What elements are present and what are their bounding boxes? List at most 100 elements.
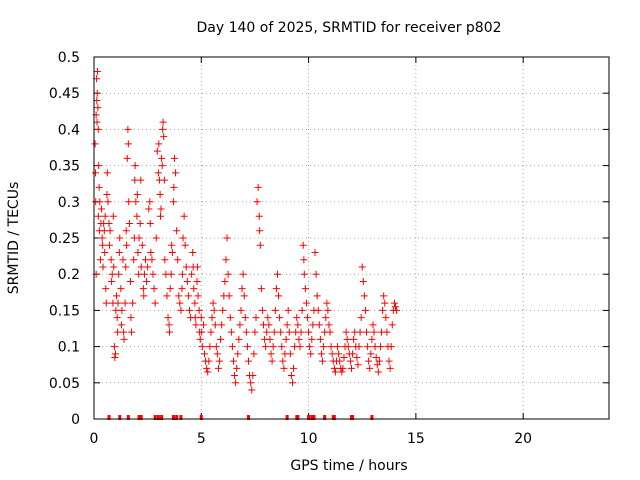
baseline-mark	[171, 415, 175, 420]
data-point	[390, 299, 398, 307]
data-point	[312, 270, 320, 278]
data-point	[191, 314, 199, 322]
data-point	[172, 169, 180, 177]
data-point	[348, 364, 355, 372]
data-point	[208, 314, 216, 322]
data-point	[334, 343, 342, 351]
data-point	[95, 183, 103, 191]
data-point	[344, 343, 352, 351]
data-point	[391, 303, 399, 311]
data-point	[245, 357, 252, 365]
data-point	[101, 212, 109, 220]
data-point	[203, 364, 211, 372]
data-point	[120, 335, 128, 343]
data-point	[339, 364, 347, 372]
data-point	[217, 335, 225, 343]
axis-ticks	[93, 56, 609, 420]
data-point	[198, 328, 206, 336]
data-point	[160, 176, 168, 184]
y-tick-labels: 0 0.05 0.1 0.15 0.2 0.25 0.3 0.35 0.4 0.45 0.5	[49, 50, 80, 428]
data-point	[108, 277, 116, 285]
data-point	[301, 285, 309, 293]
y-tick-label: 0.4	[58, 122, 80, 138]
data-point	[363, 328, 371, 336]
data-point	[106, 227, 114, 235]
data-point	[109, 212, 117, 220]
data-point	[355, 343, 363, 351]
data-point	[325, 321, 333, 329]
data-point	[167, 270, 175, 278]
data-point	[94, 125, 102, 133]
data-point	[103, 169, 111, 177]
data-point	[116, 234, 124, 242]
data-point	[113, 314, 121, 322]
data-point	[240, 292, 248, 300]
data-point	[121, 299, 129, 307]
data-point	[343, 335, 351, 343]
baseline-mark	[160, 415, 164, 420]
data-point	[307, 350, 315, 358]
data-point	[179, 234, 187, 242]
data-point	[99, 241, 107, 249]
data-point	[122, 227, 130, 235]
data-point	[199, 321, 207, 329]
data-point	[152, 234, 160, 242]
data-point	[168, 248, 176, 256]
data-point	[222, 256, 230, 264]
x-axis-label: GPS time / hours	[290, 458, 407, 474]
data-point	[124, 140, 132, 148]
data-point	[102, 285, 110, 293]
data-point	[322, 314, 330, 322]
data-point	[111, 350, 119, 358]
data-point	[278, 343, 286, 351]
data-point	[302, 299, 310, 307]
data-point	[381, 299, 389, 307]
data-point	[169, 198, 177, 206]
data-point	[296, 343, 304, 351]
data-point	[170, 154, 178, 162]
data-point	[149, 270, 157, 278]
data-point	[198, 343, 206, 351]
data-point	[273, 270, 281, 278]
data-point	[382, 314, 390, 322]
data-point	[272, 285, 280, 293]
data-point	[111, 353, 119, 361]
data-point	[323, 299, 331, 307]
data-point	[326, 328, 334, 336]
data-point	[210, 306, 218, 314]
data-point	[157, 212, 165, 220]
data-point	[131, 176, 139, 184]
data-point	[288, 379, 296, 387]
y-tick-label: 0.35	[49, 159, 80, 175]
data-point	[136, 220, 144, 228]
data-point	[233, 364, 241, 372]
data-point	[205, 357, 213, 365]
data-point	[228, 343, 236, 351]
data-point	[386, 364, 394, 372]
data-point	[331, 368, 339, 376]
data-point	[223, 234, 231, 242]
data-point	[342, 328, 350, 336]
data-point	[385, 357, 393, 365]
data-point	[300, 270, 308, 278]
data-point	[165, 321, 173, 329]
data-point	[148, 256, 156, 264]
data-point	[359, 277, 367, 285]
data-point	[142, 256, 149, 264]
data-point	[265, 321, 273, 329]
data-point	[176, 299, 184, 307]
data-point	[206, 343, 214, 351]
data-point	[92, 169, 100, 177]
data-point	[373, 361, 381, 369]
data-point	[94, 104, 102, 112]
data-point	[268, 357, 276, 365]
y-tick-label: 0.2	[58, 267, 80, 283]
data-point	[374, 368, 382, 376]
data-point	[180, 212, 188, 220]
data-point	[255, 212, 263, 220]
data-point	[349, 350, 357, 358]
x-tick-label: 0	[90, 431, 99, 447]
data-point	[277, 328, 285, 336]
data-point	[158, 154, 166, 162]
data-point	[214, 364, 222, 372]
